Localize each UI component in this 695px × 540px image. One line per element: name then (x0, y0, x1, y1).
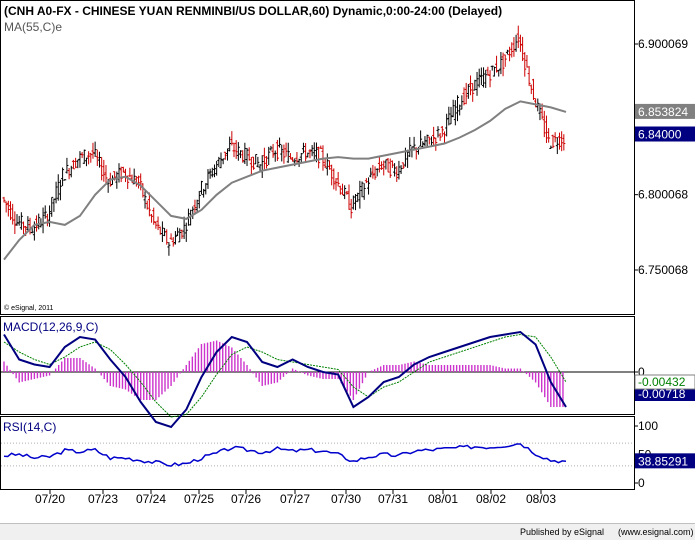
rsi-y-tick-label: 100 (638, 419, 658, 433)
histogram-value-box (634, 374, 695, 390)
chart-title: (CNH A0-FX - CHINESE YUAN RENMINBI/US DO… (4, 4, 502, 18)
x-tick-label: 07/30 (331, 492, 361, 506)
ma-value-box (635, 103, 695, 119)
footer-bar (0, 523, 695, 540)
ma-line (3, 100, 567, 261)
price-value-box (635, 126, 695, 142)
rsi-panel-frame (0, 416, 635, 490)
x-tick-label: 07/25 (184, 492, 214, 506)
macd-layer (1, 330, 634, 429)
ma-value-text: 6.853824 (638, 105, 688, 119)
price-value-text: 6.84000 (638, 128, 682, 142)
macd-y-tick-label: 0 (638, 365, 645, 379)
x-tick-label: 07/24 (136, 492, 166, 506)
rsi-title: RSI(14,C) (3, 420, 56, 434)
x-tick-label: 07/31 (378, 492, 408, 506)
macd-value-box (635, 387, 695, 401)
x-tick-label: 07/26 (231, 492, 261, 506)
price-y-tick-label: 6.900069 (638, 37, 688, 51)
x-tick-label: 08/02 (476, 492, 506, 506)
x-tick-label: 07/23 (88, 492, 118, 506)
price-y-tick-label: 6.750068 (638, 263, 688, 277)
macd-value-text: -0.00718 (638, 387, 686, 401)
histogram-value-text: -0.00432 (638, 375, 686, 389)
macd-title: MACD(12,26,9,C) (3, 320, 98, 334)
copyright-text: © eSignal, 2011 (4, 304, 54, 312)
rsi-y-tick-label: 0 (638, 476, 645, 490)
ma-label: MA(55,C)e (4, 20, 62, 34)
macd-panel-frame (0, 316, 635, 415)
rsi-line (3, 443, 567, 467)
ma-layer (3, 100, 567, 261)
esignal-url: (www.esignal.com) (618, 527, 694, 537)
x-tick-label: 08/01 (428, 492, 458, 506)
published-by: Published by eSignal (520, 527, 604, 537)
rsi-value-text: 38.85291 (638, 454, 688, 468)
axis-layer: 6.900069 6.800068 6.750068 6.853824 6.84000 0… (35, 37, 695, 506)
price-y-tick-label: 6.800068 (638, 188, 688, 202)
x-tick-label: 07/20 (35, 492, 65, 506)
x-tick-label: 08/03 (526, 492, 556, 506)
x-tick-label: 07/27 (280, 492, 310, 506)
rsi-layer (1, 442, 634, 467)
price-panel-frame (0, 0, 635, 315)
macd-line (3, 330, 567, 429)
rsi-value-box (635, 453, 695, 469)
